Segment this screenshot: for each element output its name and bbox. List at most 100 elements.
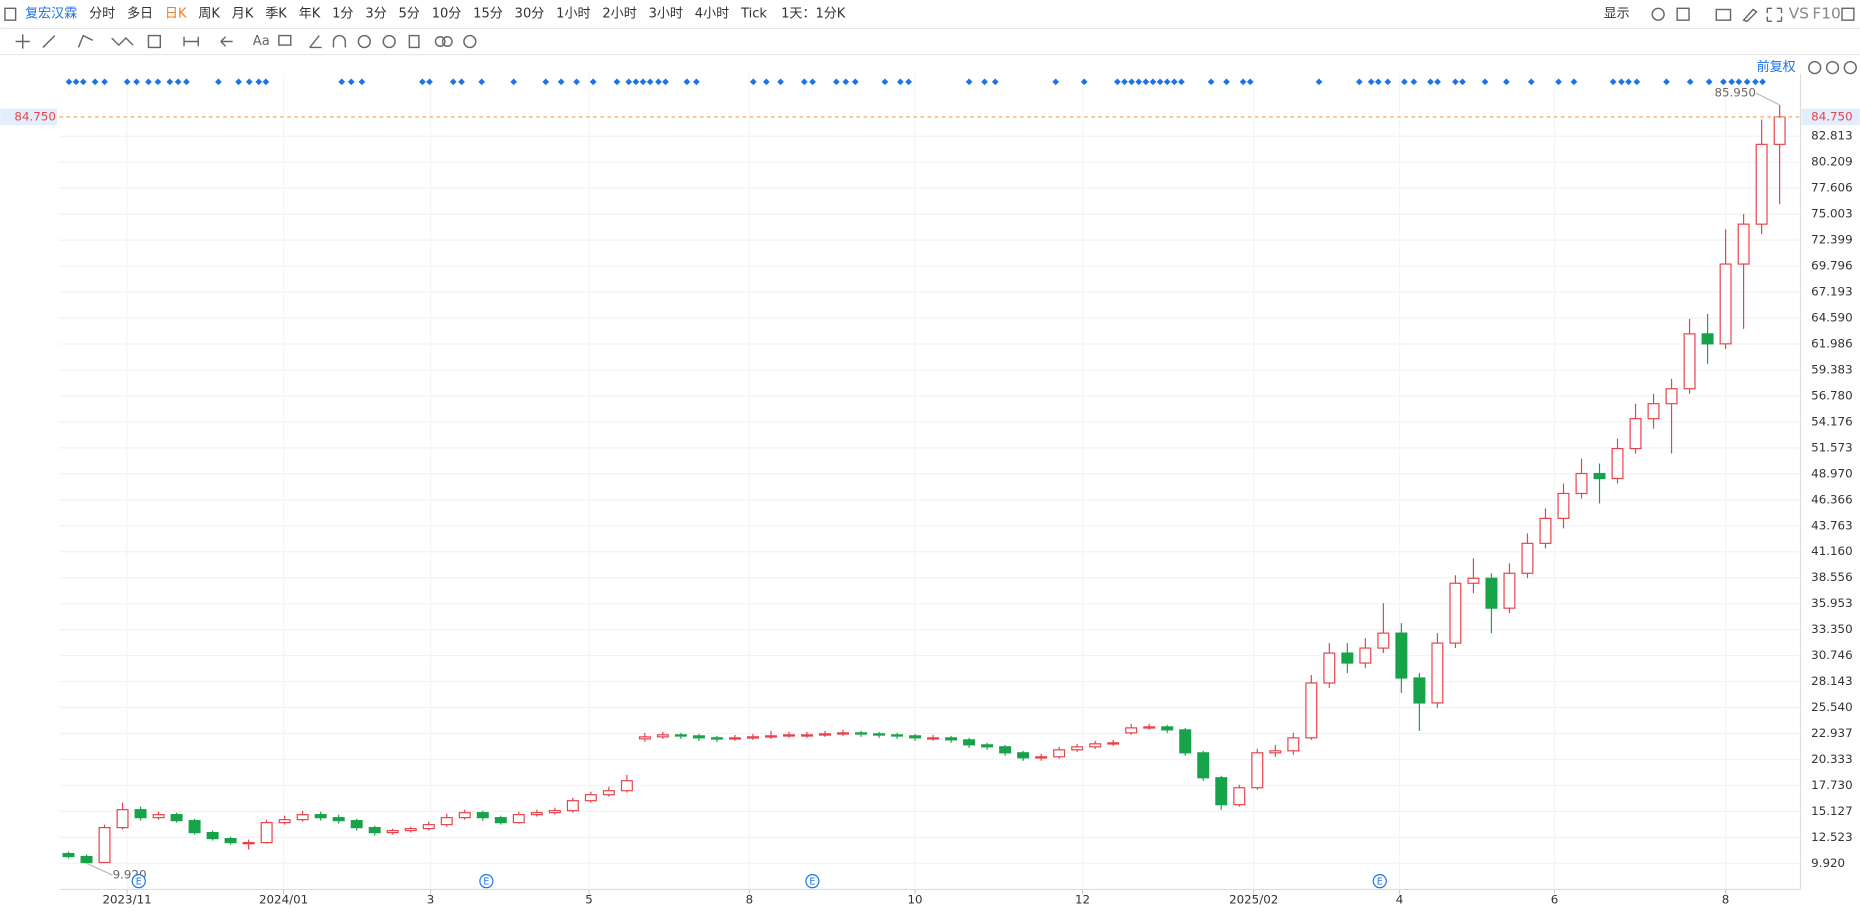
- delete-tool[interactable]: [408, 34, 420, 49]
- x-tick-label: 4: [1396, 893, 1404, 907]
- y-tick-label: 30.746: [1811, 648, 1852, 662]
- candle-body: [1737, 223, 1750, 265]
- candle-body: [1629, 418, 1642, 450]
- signal-marker: [965, 78, 973, 86]
- line-tool[interactable]: [42, 35, 56, 48]
- y-tick-label: 43.763: [1811, 518, 1852, 532]
- candle-body: [1647, 403, 1660, 420]
- y-tick-label: 48.970: [1811, 466, 1852, 480]
- zoom-out-icon[interactable]: [1825, 60, 1840, 75]
- overlay-tool[interactable]: [441, 36, 453, 47]
- period-tab[interactable]: 年K: [299, 7, 321, 22]
- move-tool[interactable]: [15, 34, 30, 49]
- signal-marker: [981, 78, 988, 86]
- candle-body: [1323, 652, 1336, 684]
- period-tab[interactable]: 月K: [232, 7, 254, 22]
- candle-body: [1143, 726, 1156, 729]
- candle-body: [963, 739, 976, 746]
- signal-marker: [1223, 78, 1230, 86]
- signal-marker: [1135, 78, 1143, 86]
- reset-icon[interactable]: [1808, 60, 1822, 75]
- sidebar-toggle[interactable]: [4, 7, 17, 21]
- period-tab[interactable]: 1分: [332, 7, 353, 22]
- candle-body: [476, 812, 489, 819]
- overlay-tool[interactable]: [434, 36, 446, 47]
- panel-toggle[interactable]: [1841, 7, 1855, 21]
- last-price-tag: [1801, 108, 1860, 126]
- channel-tool[interactable]: [77, 34, 94, 48]
- screenshot-icon[interactable]: [1715, 8, 1732, 21]
- period-tab[interactable]: 日K: [165, 7, 187, 22]
- symbol[interactable]: 复宏汉霖: [25, 7, 77, 22]
- candle-body: [1719, 263, 1732, 345]
- period-tab[interactable]: 3分: [365, 7, 386, 22]
- candle-body: [602, 790, 615, 796]
- text-tool[interactable]: Aa: [253, 34, 270, 49]
- period-tab[interactable]: 15分: [473, 7, 503, 22]
- candle-body: [584, 794, 597, 802]
- candle-body: [296, 814, 309, 821]
- signal-marker: [1315, 78, 1323, 86]
- y-tick-label: 75.003: [1811, 207, 1852, 221]
- event-marker[interactable]: [805, 874, 820, 889]
- candle-body: [855, 732, 868, 735]
- settings-icon[interactable]: [1651, 7, 1665, 21]
- draw-icon[interactable]: [1742, 8, 1758, 23]
- measure-tool[interactable]: [183, 36, 199, 47]
- candle-body: [873, 733, 886, 736]
- y-tick-label: 28.143: [1811, 674, 1852, 688]
- signal-marker: [1686, 78, 1694, 86]
- candle-body: [1107, 742, 1120, 745]
- f10-button[interactable]: F10: [1812, 5, 1840, 23]
- candle-body: [1773, 116, 1786, 145]
- candle-body: [1269, 750, 1282, 754]
- candle-body: [1683, 333, 1696, 390]
- candle-body: [1593, 472, 1606, 480]
- event-marker[interactable]: [1372, 874, 1387, 889]
- signal-marker: [235, 78, 242, 86]
- period-tab[interactable]: 2小时: [602, 7, 636, 22]
- hide-tool[interactable]: [382, 34, 396, 49]
- zoom-in-icon[interactable]: [1843, 60, 1857, 75]
- y-tick-label: 35.953: [1811, 596, 1852, 610]
- period-tab[interactable]: 3小时: [649, 7, 683, 22]
- period-tab[interactable]: 1小时: [556, 7, 590, 22]
- layout-icon[interactable]: [1676, 7, 1690, 21]
- event-marker[interactable]: [131, 874, 146, 889]
- fullscreen-icon[interactable]: [1766, 7, 1783, 23]
- wave-tool[interactable]: [111, 36, 134, 47]
- candle-body: [458, 812, 471, 819]
- period-tab[interactable]: 季K: [265, 7, 287, 22]
- period-tab[interactable]: Tick: [740, 7, 767, 22]
- tool-settings[interactable]: [463, 34, 477, 49]
- lock-tool[interactable]: [357, 34, 371, 49]
- compare-button[interactable]: VS: [1789, 5, 1809, 23]
- note-tool[interactable]: [278, 34, 292, 46]
- period-tab[interactable]: 分时: [89, 7, 115, 22]
- angle-tool[interactable]: [309, 35, 322, 49]
- adjust-mode[interactable]: 前复权: [1757, 59, 1796, 75]
- signal-marker: [1374, 78, 1382, 86]
- y-tick-label: 15.127: [1811, 804, 1852, 818]
- candle-body: [1539, 517, 1552, 544]
- event-marker[interactable]: [479, 874, 494, 889]
- display-menu[interactable]: 显示: [1604, 7, 1630, 22]
- pattern-tool[interactable]: [147, 34, 162, 49]
- candle-body: [837, 732, 850, 735]
- arrow-tool[interactable]: [220, 36, 233, 47]
- signal-marker: [449, 78, 457, 86]
- period-tab[interactable]: 周K: [198, 7, 220, 22]
- period-tab[interactable]: 30分: [515, 7, 545, 22]
- period-tab[interactable]: 5分: [399, 7, 420, 22]
- signal-marker: [1427, 78, 1434, 86]
- magnet-tool[interactable]: [332, 34, 347, 48]
- period-tab[interactable]: 4小时: [695, 7, 729, 22]
- candle-body: [1503, 572, 1516, 609]
- signal-marker: [1663, 78, 1670, 86]
- period-tab[interactable]: 10分: [432, 7, 462, 22]
- period-tab[interactable]: 多日: [127, 6, 153, 22]
- candle-body: [98, 827, 111, 864]
- period-setting[interactable]: 1天：1分K: [781, 7, 846, 22]
- candle-body: [981, 744, 994, 748]
- signal-marker: [458, 78, 465, 86]
